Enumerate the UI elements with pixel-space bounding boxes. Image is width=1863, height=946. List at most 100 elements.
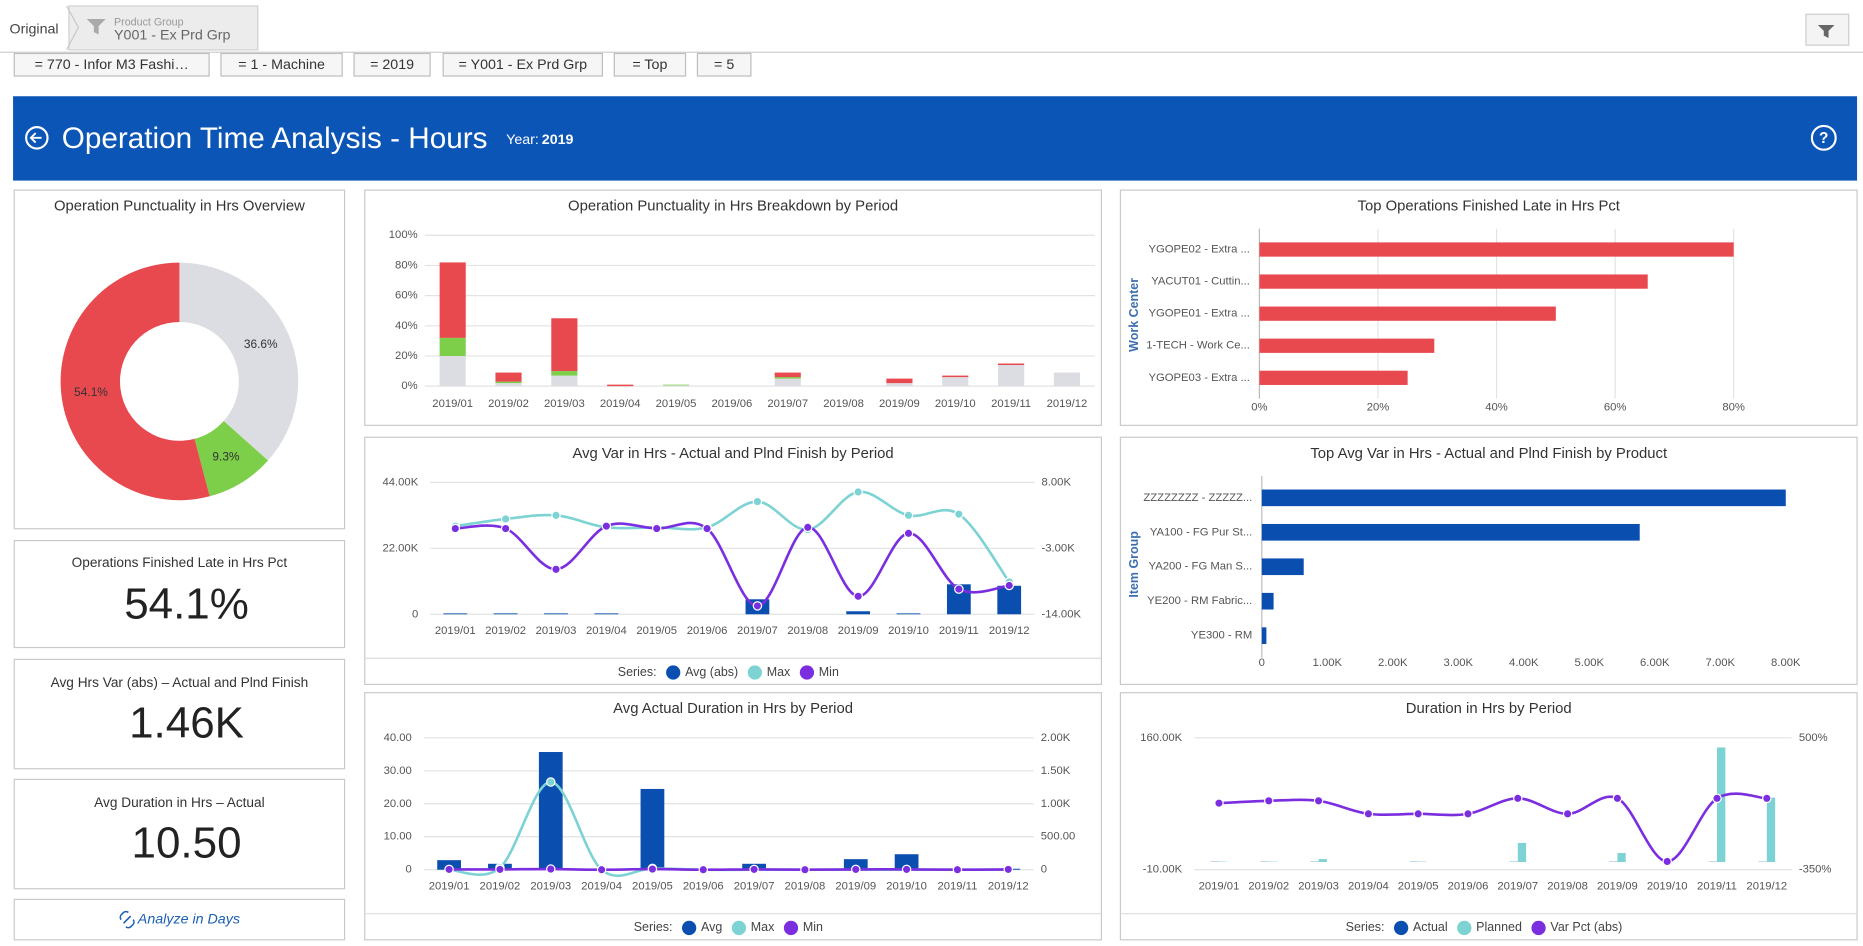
y2-tick-label: -350% <box>1799 864 1832 876</box>
line-marker <box>602 522 610 530</box>
x-tick-label: 2019/12 <box>1746 880 1787 892</box>
x-tick-label: 2019/12 <box>1047 398 1088 410</box>
bar <box>897 613 921 614</box>
chart-panel <box>365 693 1102 940</box>
y2-tick-label: -3.00K <box>1042 542 1076 554</box>
kpi-title: Avg Duration in Hrs – Actual <box>94 795 265 810</box>
legend-label: Avg <box>701 920 722 934</box>
header-title: Operation Time Analysis - Hours <box>62 122 488 155</box>
bar-segment <box>775 377 801 379</box>
chart-title: Operation Punctuality in Hrs Breakdown b… <box>568 199 898 215</box>
year-value: 2019 <box>542 132 574 148</box>
x-tick-label: 2019/02 <box>485 625 526 637</box>
bar <box>1617 853 1625 862</box>
line-marker <box>1763 794 1771 802</box>
chart-panel <box>365 190 1102 425</box>
x-tick-label: 2019/03 <box>544 398 585 410</box>
x-tick-label: 2019/04 <box>586 625 627 637</box>
x-tick-label: 2019/07 <box>767 398 808 410</box>
y-tick-label: 0 <box>406 864 412 876</box>
line-marker <box>1613 794 1621 802</box>
y-tick-label: 160.00K <box>1140 732 1182 744</box>
legend-swatch <box>732 921 746 935</box>
x-tick-label: 2019/02 <box>1248 880 1289 892</box>
kpi-value: 1.46K <box>129 699 244 748</box>
y-tick-label: YA200 - FG Man S... <box>1149 561 1253 573</box>
line-marker <box>804 523 812 531</box>
x-tick-label: 2019/06 <box>683 880 724 892</box>
line-marker <box>552 565 560 573</box>
line-marker <box>1663 857 1671 865</box>
bar-segment <box>942 376 968 378</box>
x-tick-label: 2019/04 <box>581 880 622 892</box>
breadcrumb-root[interactable]: Original <box>10 21 59 37</box>
line-marker <box>854 488 862 496</box>
y-tick-label: 30.00 <box>384 765 412 777</box>
bar <box>1262 593 1274 610</box>
bar <box>1767 798 1775 862</box>
year-label: Year: <box>506 132 539 148</box>
bar <box>1717 747 1725 862</box>
bar-segment <box>663 385 689 386</box>
x-tick-label: 2019/11 <box>937 880 977 892</box>
breadcrumb-value: Y001 - Ex Prd Grp <box>114 27 230 43</box>
line-marker <box>451 524 459 532</box>
y-tick-label: 22.00K <box>383 542 419 554</box>
bar-segment <box>886 379 912 384</box>
filter-text: = Top <box>632 57 667 73</box>
y-tick-label: 40% <box>395 320 418 332</box>
legend-label: Max <box>751 920 775 934</box>
line-marker <box>955 510 963 518</box>
analyze-link[interactable]: Analyze in Days <box>137 911 240 927</box>
x-tick-label: 2019/05 <box>636 625 677 637</box>
y2-tick-label: 8.00K <box>1042 476 1072 488</box>
x-tick-label: 2019/01 <box>435 625 476 637</box>
y-tick-label: 0 <box>412 608 418 620</box>
x-tick-label: 2019/09 <box>1597 880 1638 892</box>
y2-tick-label: 500% <box>1799 732 1828 744</box>
chart-title: Avg Actual Duration in Hrs by Period <box>613 701 853 717</box>
y-tick-label: 60% <box>395 290 418 302</box>
bar <box>1319 859 1327 862</box>
line-marker <box>703 524 711 532</box>
x-tick-label: 20% <box>1367 402 1390 414</box>
x-tick-label: 2019/07 <box>1497 880 1538 892</box>
y-tick-label: 20% <box>395 350 418 362</box>
bar-segment <box>440 262 466 337</box>
legend-swatch <box>748 665 762 679</box>
bar <box>1259 371 1407 385</box>
chart-title: Duration in Hrs by Period <box>1406 701 1572 717</box>
bar <box>1262 524 1640 541</box>
filter-text: = Y001 - Ex Prd Grp <box>459 57 588 73</box>
line-marker <box>1314 797 1322 805</box>
filter-text: = 5 <box>714 57 734 73</box>
line-marker <box>1414 810 1422 818</box>
x-tick-label: 2019/05 <box>656 398 697 410</box>
line-marker <box>1265 797 1273 805</box>
bar <box>594 613 618 614</box>
x-tick-label: 2019/04 <box>600 398 641 410</box>
slice-label: 54.1% <box>74 385 108 399</box>
x-tick-label: 2019/12 <box>989 625 1030 637</box>
line-marker <box>547 778 555 786</box>
line-marker <box>852 865 860 873</box>
bar <box>1259 339 1434 353</box>
legend-swatch <box>666 665 680 679</box>
slice-label: 9.3% <box>212 450 240 464</box>
line-marker <box>1713 794 1721 802</box>
bar-segment <box>440 338 466 356</box>
x-tick-label: 2019/11 <box>991 398 1031 410</box>
x-tick-label: 6.00K <box>1640 657 1670 669</box>
bar-segment <box>998 364 1024 366</box>
line <box>449 869 1008 870</box>
y-tick-label: YE200 - RM Fabric... <box>1147 595 1252 607</box>
bar-segment <box>775 379 801 387</box>
legend-swatch <box>1457 921 1471 935</box>
x-tick-label: 2019/09 <box>879 398 920 410</box>
line-marker <box>1514 794 1522 802</box>
legend-label: Min <box>819 665 839 679</box>
x-tick-label: 2019/05 <box>632 880 673 892</box>
bar-segment <box>551 376 577 387</box>
bar-segment <box>886 383 912 386</box>
x-tick-label: 2019/08 <box>787 625 828 637</box>
